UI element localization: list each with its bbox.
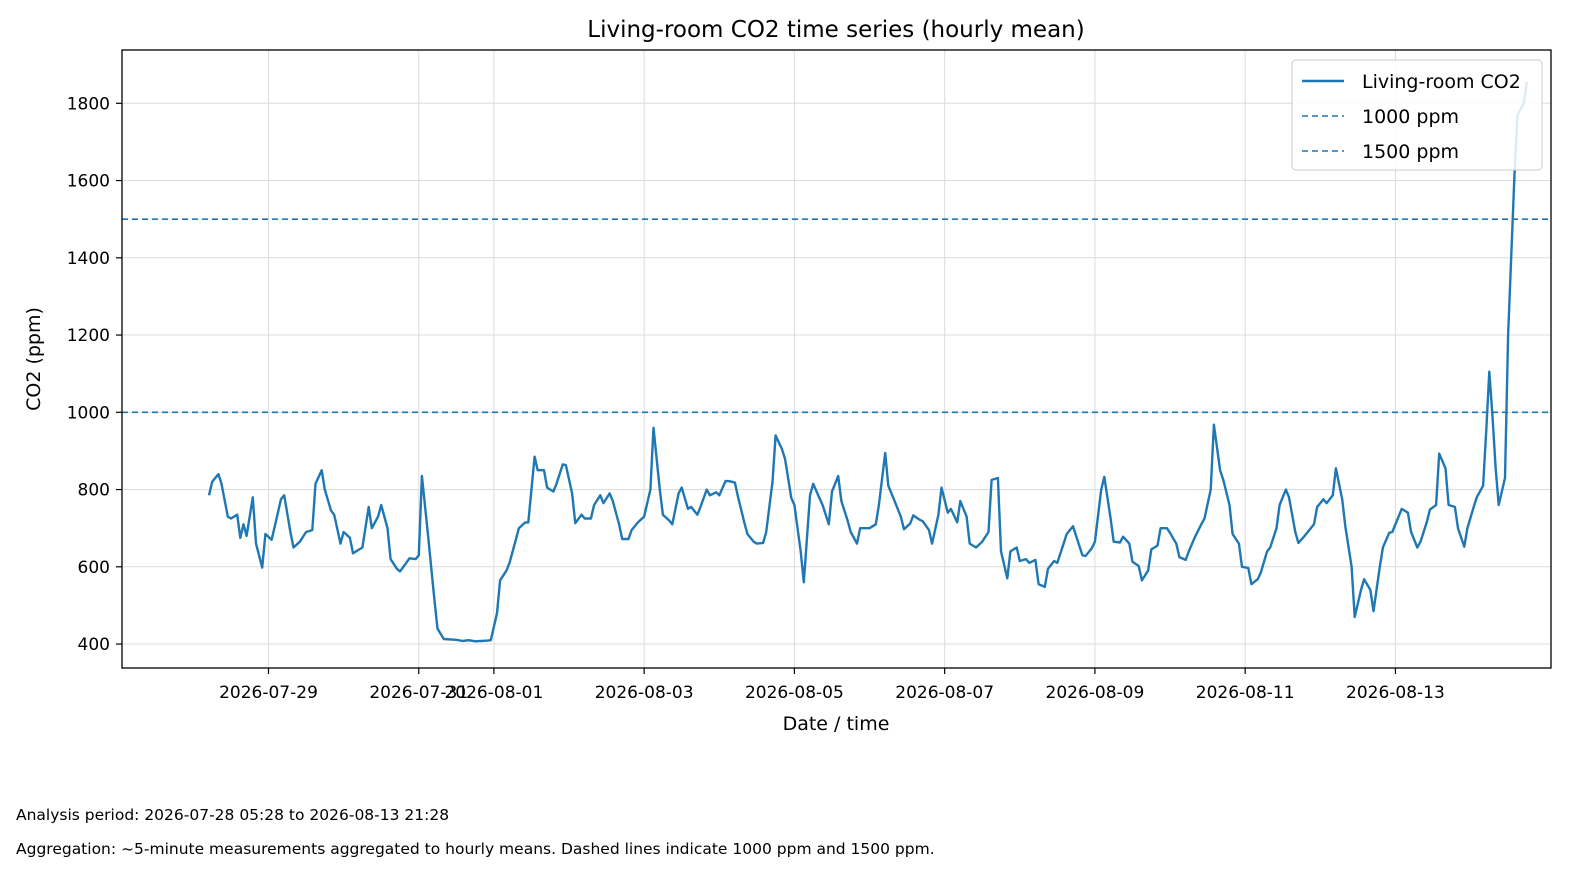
y-axis-ticks: 400 600 800 1000 1200 1400 1600 1800 [67,94,122,655]
legend: Living-room CO2 1000 ppm 1500 ppm [1291,59,1543,171]
y-axis-label: CO2 (ppm) [23,307,45,411]
x-tick-label: 2026-08-07 [895,683,994,703]
chart-title: Living-room CO2 time series (hourly mean… [587,17,1084,43]
y-tick-label: 800 [78,481,110,501]
grid-lines [122,50,1551,668]
x-axis-label: Date / time [783,713,890,735]
plot-frame [121,49,1552,669]
aggregation-note: Aggregation: ~5-minute measurements aggr… [16,840,935,858]
x-tick-label: 2026-07-31 [369,683,468,703]
y-tick-label: 1400 [67,249,110,269]
y-tick-label: 1800 [67,94,110,114]
legend-box [1291,59,1543,171]
series-lines [207,81,1529,643]
x-tick-label: 2026-08-09 [1046,683,1145,703]
x-tick-label: 2026-08-03 [595,683,694,703]
legend-label: 1500 ppm [1362,141,1459,163]
x-tick-label: 2026-08-13 [1346,683,1445,703]
x-tick-label: 2026-08-01 [444,683,543,703]
y-tick-label: 400 [78,635,110,655]
analysis-period-note: Analysis period: 2026-07-28 05:28 to 202… [16,806,450,824]
y-tick-label: 1200 [67,326,110,346]
co2-series-line [207,81,1529,643]
legend-label: 1000 ppm [1362,106,1459,128]
threshold-lines [122,218,1551,414]
x-tick-label: 2026-08-05 [745,683,844,703]
y-tick-label: 600 [78,558,110,578]
x-tick-label: 2026-07-29 [219,683,318,703]
y-tick-label: 1600 [67,172,110,192]
y-tick-label: 1000 [67,403,110,423]
co2-line-chart: Living-room CO2 time series (hourly mean… [23,17,1552,735]
legend-label: Living-room CO2 [1362,71,1521,93]
x-tick-label: 2026-08-11 [1196,683,1295,703]
